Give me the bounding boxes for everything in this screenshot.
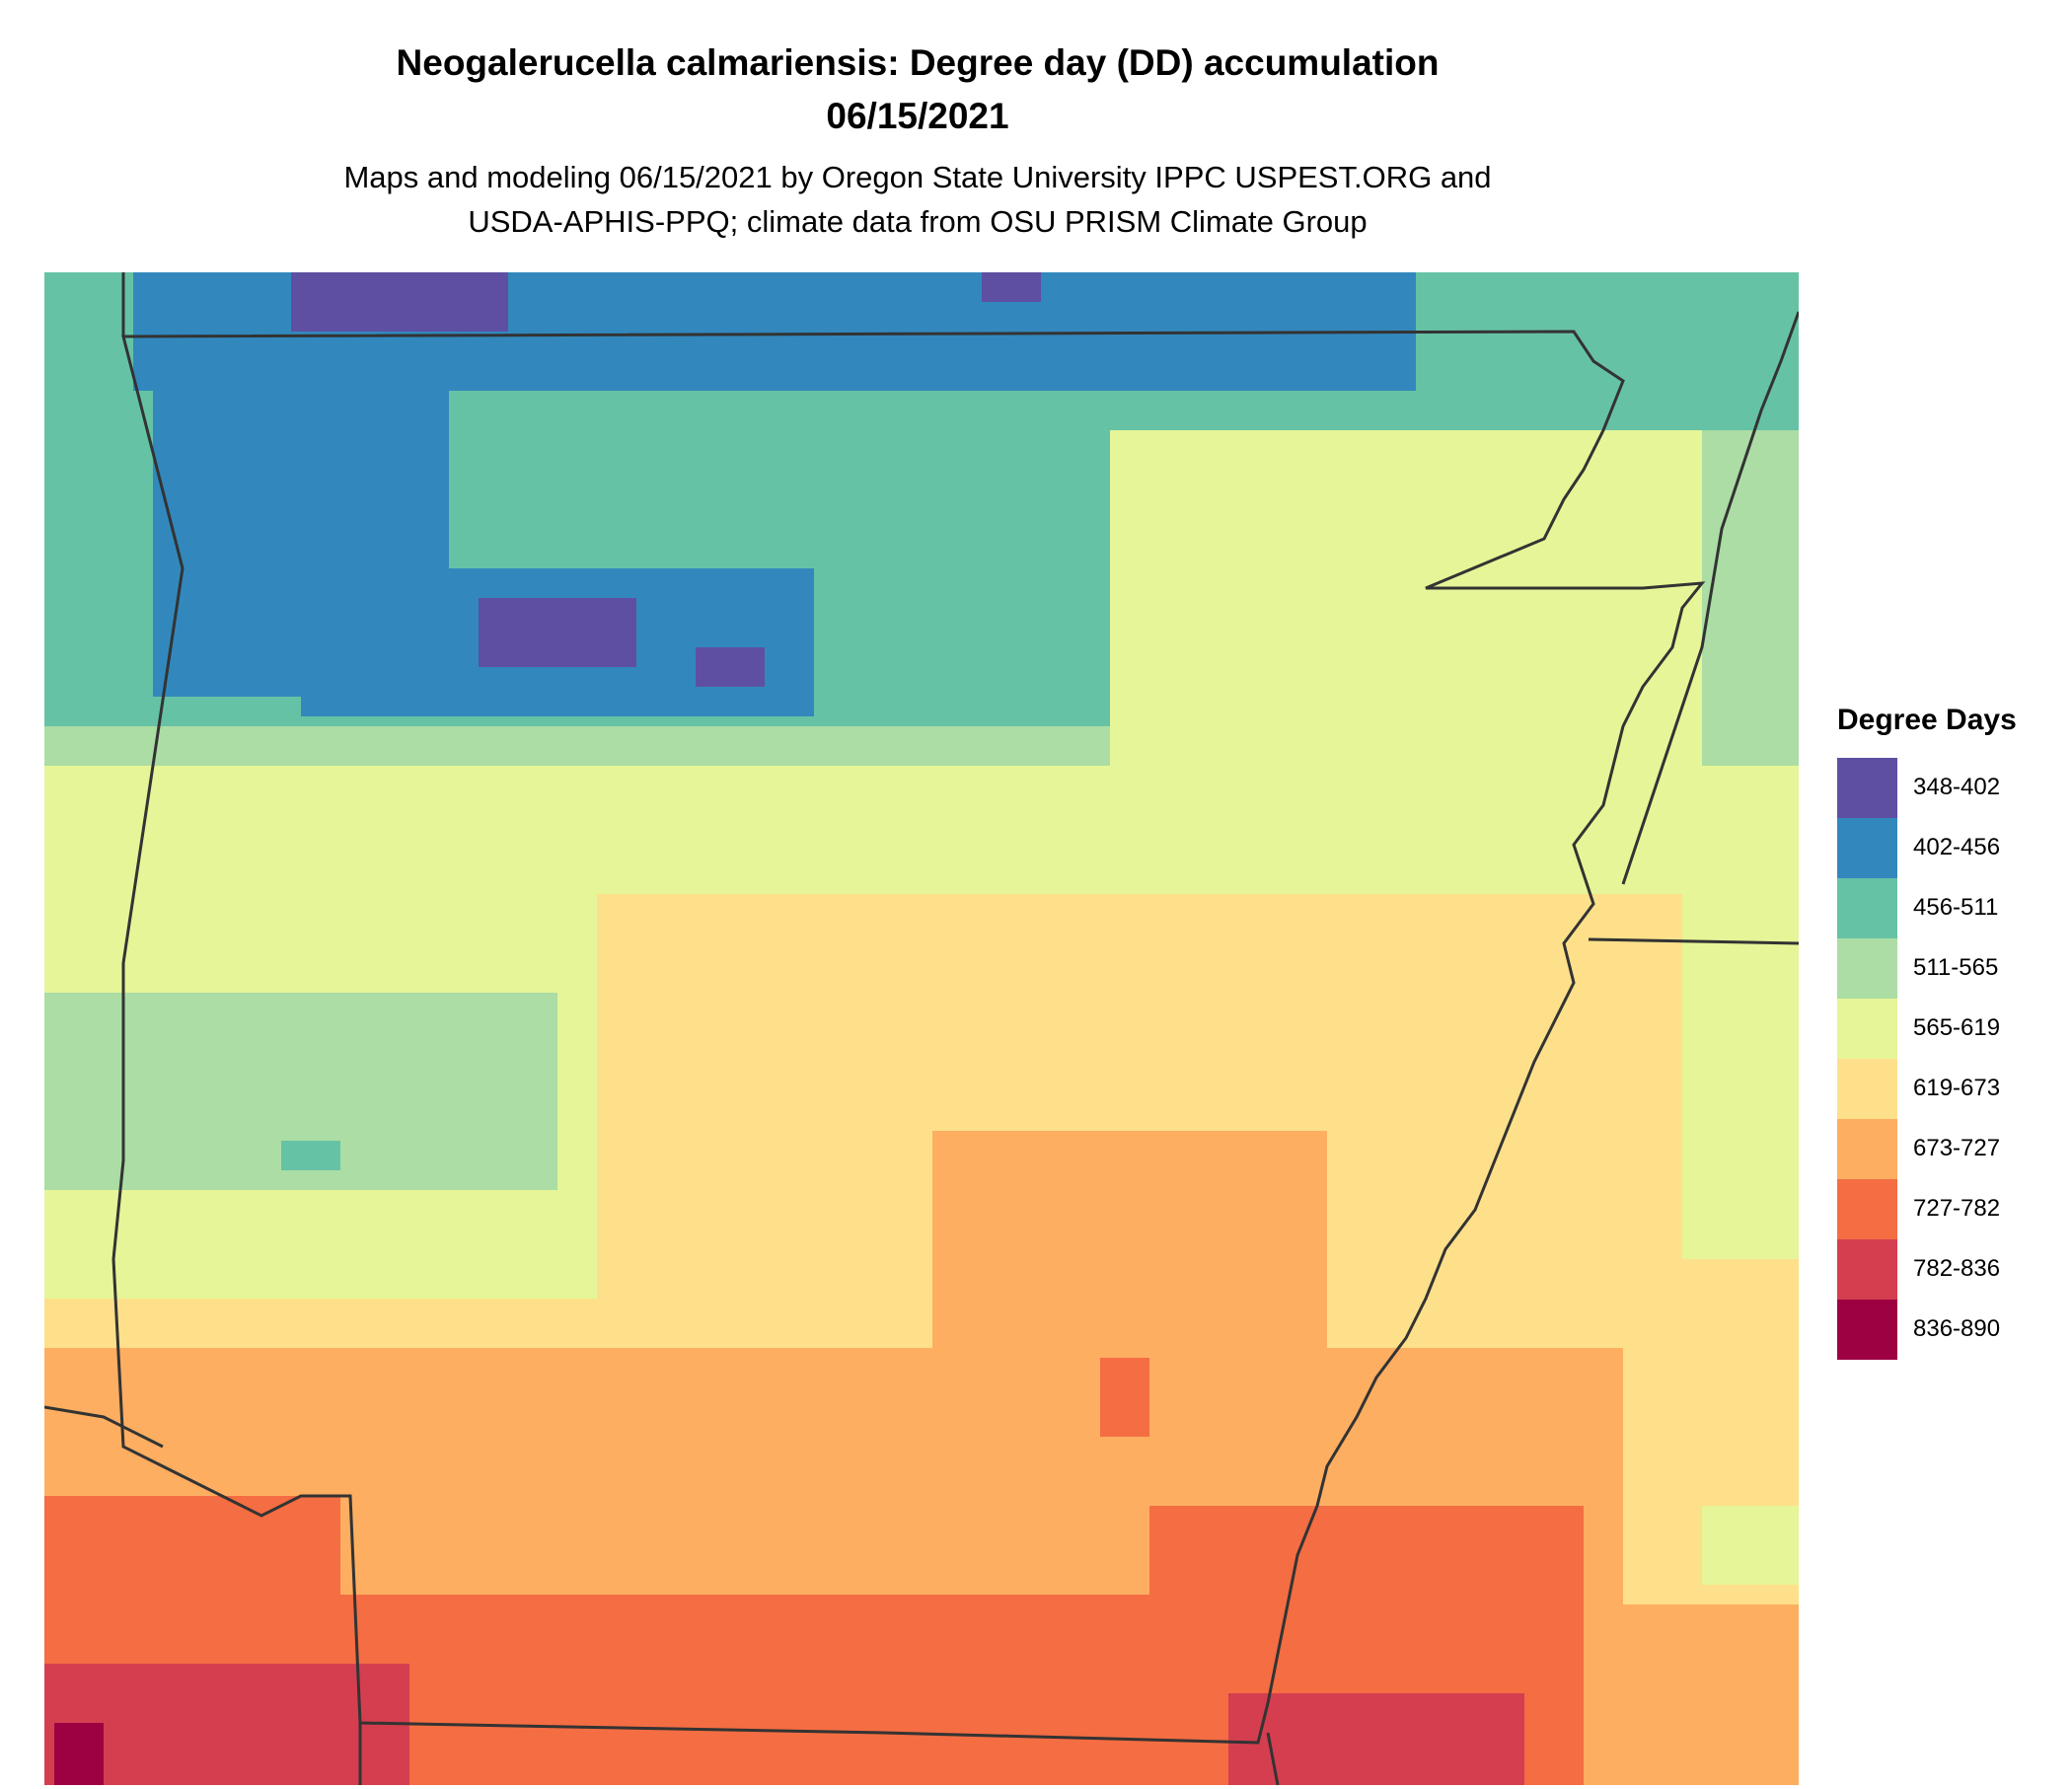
oklahoma-texas-border xyxy=(44,1405,164,1449)
legend-item-836-890: 836-890 xyxy=(1837,1300,2064,1360)
zone-727-782-southwest xyxy=(44,1496,340,1614)
legend: Degree Days 348-402 402-456 456-511 511-… xyxy=(1837,703,2064,1360)
legend-swatch xyxy=(1837,758,1897,818)
degree-day-zones xyxy=(44,272,1799,1785)
zone-782-836-southeast xyxy=(1228,1693,1524,1785)
louisiana-mississippi-border xyxy=(1266,1732,1280,1785)
legend-item-456-511: 456-511 xyxy=(1837,878,2064,938)
legend-title: Degree Days xyxy=(1837,704,2017,736)
map-date: 06/15/2021 xyxy=(826,96,1009,136)
legend-swatch xyxy=(1837,1239,1897,1300)
map-credits-line-1: Maps and modeling 06/15/2021 by Oregon S… xyxy=(343,160,1492,194)
legend-swatch xyxy=(1837,1059,1897,1119)
zone-565-619-southeast xyxy=(1702,1506,1799,1585)
zone-348-402-a xyxy=(291,272,508,332)
legend-label: 836-890 xyxy=(1913,1315,2001,1342)
zone-836-890 xyxy=(54,1723,104,1785)
legend-swatch xyxy=(1837,999,1897,1059)
zone-348-402-d xyxy=(696,647,765,687)
legend-label: 456-511 xyxy=(1913,894,1999,921)
legend-label: 565-619 xyxy=(1913,1014,2001,1041)
legend-label: 402-456 xyxy=(1913,834,2001,860)
state-boundaries xyxy=(44,272,1799,1785)
legend-item-619-673: 619-673 xyxy=(1837,1059,2064,1119)
legend-swatch xyxy=(1837,1300,1897,1360)
tennessee-mississippi-border xyxy=(1588,937,1799,945)
map-credits-line-2: USDA-APHIS-PPQ; climate data from OSU PR… xyxy=(468,204,1368,239)
legend-item-402-456: 402-456 xyxy=(1837,818,2064,878)
zone-673-727-southeast xyxy=(1584,1604,1799,1785)
legend-swatch xyxy=(1837,878,1897,938)
legend-item-348-402: 348-402 xyxy=(1837,758,2064,818)
legend-item-565-619: 565-619 xyxy=(1837,999,2064,1059)
legend-swatch xyxy=(1837,938,1897,999)
mississippi-river-border xyxy=(1621,311,1799,885)
degree-day-map xyxy=(44,272,1799,1785)
legend-label: 348-402 xyxy=(1913,774,2001,800)
zone-565-619-northeast xyxy=(1110,430,1702,785)
legend-label: 727-782 xyxy=(1913,1195,2001,1222)
zone-727-782-southeast xyxy=(1149,1506,1584,1614)
legend-swatch xyxy=(1837,1119,1897,1179)
legend-item-673-727: 673-727 xyxy=(1837,1119,2064,1179)
map-title: Neogalerucella calmariensis: Degree day … xyxy=(396,42,1440,83)
zone-673-727-central xyxy=(932,1131,1327,1368)
legend-item-782-836: 782-836 xyxy=(1837,1239,2064,1300)
legend-label: 782-836 xyxy=(1913,1255,2001,1282)
zone-782-836-southwest xyxy=(44,1664,409,1785)
legend-label: 619-673 xyxy=(1913,1075,2001,1101)
legend-item-511-565: 511-565 xyxy=(1837,938,2064,999)
zone-348-402-c xyxy=(479,598,636,667)
legend-swatch xyxy=(1837,818,1897,878)
legend-label: 673-727 xyxy=(1913,1135,2001,1161)
legend-swatch xyxy=(1837,1179,1897,1239)
zone-727-782-hotspot xyxy=(1100,1358,1149,1437)
legend-label: 511-565 xyxy=(1913,954,1999,981)
zone-348-402-b xyxy=(982,272,1041,302)
legend-items: 348-402 402-456 456-511 511-565 565-619 … xyxy=(1837,758,2064,1360)
arkansas-state-outline xyxy=(111,330,1706,1745)
zone-456-511-west xyxy=(281,1141,340,1170)
legend-item-727-782: 727-782 xyxy=(1837,1179,2064,1239)
